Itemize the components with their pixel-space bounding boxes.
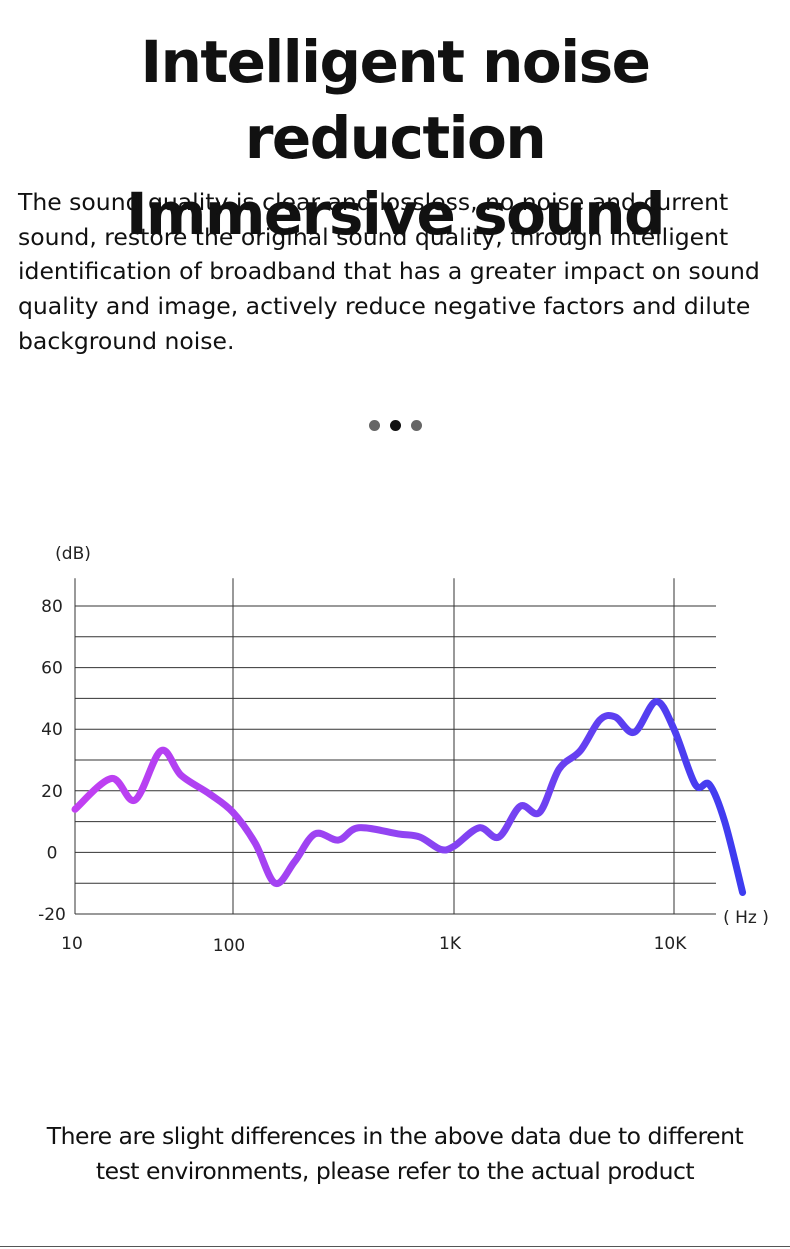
title: Intelligent noise reduction Immersive so…: [0, 24, 790, 252]
y-tick-label: 80: [41, 597, 63, 617]
x-unit: ( Hz ): [723, 908, 769, 928]
x-tick-label: 10: [61, 934, 83, 954]
y-tick-label: 20: [41, 782, 63, 802]
x-tick-label: 10K: [654, 934, 688, 954]
y-tick-label: 0: [47, 843, 58, 863]
dot[interactable]: [410, 420, 422, 431]
y-tick-label: 60: [41, 659, 63, 679]
dot[interactable]: [389, 420, 401, 431]
divider: [0, 1246, 790, 1247]
x-tick-label: 100: [213, 936, 245, 956]
title-line: Intelligent noise reduction: [140, 28, 651, 172]
footer: There are slight differences in the abov…: [0, 1119, 790, 1189]
y-tick-label: 40: [41, 720, 63, 740]
y-tick-label: -20: [38, 905, 66, 925]
line: [71, 697, 747, 896]
description: The sound quality is clear and lossless,…: [18, 188, 760, 355]
dot[interactable]: [368, 420, 380, 431]
chart: (dB) ( Hz ) -20 0 20 40 60 80 10 100 1K 10K: [38, 544, 769, 956]
title-line: Immersive sound: [125, 180, 666, 248]
carousel-dots: [0, 416, 790, 435]
footer-line: test environments, please refer to the a…: [95, 1157, 695, 1185]
x-tick-label: 1K: [439, 934, 462, 954]
footer-line: There are slight differences in the abov…: [46, 1122, 744, 1150]
y-unit: (dB): [55, 544, 91, 564]
